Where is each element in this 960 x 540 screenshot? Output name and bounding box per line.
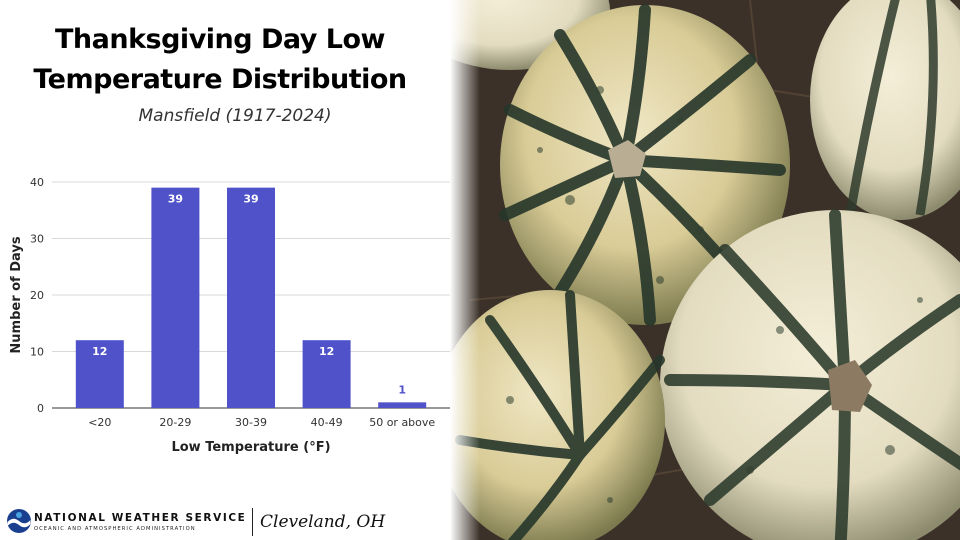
y-tick-label: 10 — [30, 346, 44, 359]
chart-subtitle: Mansfield (1917-2024) — [138, 106, 332, 126]
data-label: 1 — [398, 383, 406, 396]
y-tick-label: 0 — [37, 402, 44, 415]
bar — [378, 402, 427, 408]
agency-subtitle: OCEANIC AND ATMOSPHERIC ADMINISTRATION — [34, 526, 196, 532]
footer-divider — [252, 508, 253, 536]
x-tick-label: 30-39 — [235, 416, 267, 429]
chart-title: Thanksgiving Day Low Temperature Distrib… — [20, 20, 420, 100]
x-tick-label: 40-49 — [311, 416, 343, 429]
x-tick-label: 50 or above — [369, 416, 435, 429]
data-label: 39 — [243, 193, 258, 206]
data-label: 12 — [319, 345, 334, 358]
agency-name: NATIONAL WEATHER SERVICE — [34, 512, 247, 524]
office-name: Cleveland, OH — [260, 512, 386, 532]
x-axis-title: Low Temperature (°F) — [171, 440, 330, 455]
bar — [227, 187, 275, 408]
bar — [302, 340, 351, 408]
y-tick-label: 40 — [30, 176, 44, 189]
bar — [75, 340, 124, 408]
y-tick-label: 30 — [30, 233, 44, 246]
data-label: 39 — [168, 193, 183, 206]
pumpkins-photo — [450, 0, 960, 540]
x-tick-label: 20-29 — [159, 416, 191, 429]
bar-chart: 0 10 20 30 40 12 <20 39 20-29 39 30-39 12 40-49 1 50 o… — [9, 176, 450, 455]
data-label: 12 — [92, 345, 107, 358]
bar — [151, 187, 200, 408]
title-line-2: Temperature Distribution — [33, 64, 407, 95]
y-tick-label: 20 — [30, 289, 44, 302]
footer: NATIONAL WEATHER SERVICE OCEANIC AND ATM… — [0, 506, 450, 540]
title-line-1: Thanksgiving Day Low — [55, 24, 386, 55]
x-tick-label: <20 — [88, 416, 111, 429]
y-axis-title: Number of Days — [9, 236, 24, 353]
noaa-logo-icon — [7, 509, 31, 533]
